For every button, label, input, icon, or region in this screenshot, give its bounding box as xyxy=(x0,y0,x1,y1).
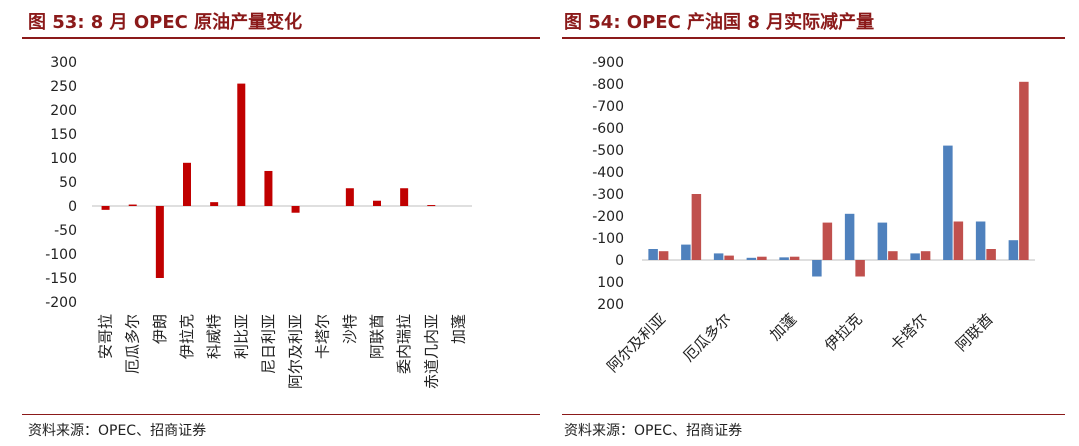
left-chart-title: 图 53: 8 月 OPEC 原油产量变化 xyxy=(28,12,303,33)
bar-series-2 xyxy=(888,251,898,260)
left-source-note: 资料来源：OPEC、招商证券 xyxy=(28,423,207,439)
right-title-rule xyxy=(562,37,1065,39)
right-source-rule xyxy=(562,414,1065,415)
y-tick-label: -200 xyxy=(45,295,77,311)
y-tick-label: 250 xyxy=(50,79,77,95)
y-tick-label: 0 xyxy=(68,199,77,215)
y-tick-label: -600 xyxy=(592,121,624,137)
right-chart-title: 图 54: OPEC 产油国 8 月实际减产量 xyxy=(564,12,875,33)
bar xyxy=(400,188,409,206)
bar-series-1 xyxy=(877,222,888,260)
x-category-label: 阿联酋 xyxy=(952,310,997,355)
y-tick-label: -500 xyxy=(592,143,624,159)
bar-series-1 xyxy=(746,257,757,260)
bar-series-2 xyxy=(757,256,767,260)
x-category-label: 阿联酋 xyxy=(368,314,386,359)
bar-series-2 xyxy=(1019,81,1029,260)
y-tick-label: -100 xyxy=(45,247,77,263)
bar-series-1 xyxy=(681,244,691,260)
left-title-rule xyxy=(22,37,540,39)
bar-series-1 xyxy=(910,253,920,260)
bar xyxy=(291,206,300,213)
right-chart-panel: 图 54: OPEC 产油国 8 月实际减产量 -900 -800 -700 -600… xyxy=(562,0,1079,446)
bar xyxy=(264,170,273,206)
y-tick-label: -150 xyxy=(45,271,77,287)
bar-series-2 xyxy=(953,221,964,260)
left-source-rule xyxy=(22,414,540,415)
bar-series-1 xyxy=(713,253,724,260)
bar xyxy=(101,206,110,210)
x-category-label: 厄瓜多尔 xyxy=(124,314,142,374)
y-tick-label: 200 xyxy=(50,103,77,119)
right-bar-chart: -900 -800 -700 -600 -500 -400 -300 -200 -100 0 100… xyxy=(592,55,1035,376)
bar-series-1 xyxy=(648,249,658,260)
x-category-label: 利比亚 xyxy=(232,314,250,359)
bar-series-2 xyxy=(724,255,734,260)
y-tick-label: -100 xyxy=(592,231,624,247)
x-category-label: 加蓬 xyxy=(766,310,800,344)
bar-series-2 xyxy=(658,251,669,260)
left-bar-chart: 300 250 200 150 100 50 0 -50 -100 -150 -200 安哥拉 厄瓜多尔… xyxy=(45,55,472,389)
right-source-note: 资料来源：OPEC、招商证券 xyxy=(564,423,743,439)
y-tick-label: -700 xyxy=(592,99,624,115)
bar-series-2 xyxy=(789,256,800,260)
bar-series-2 xyxy=(986,249,996,260)
x-category-label: 尼日利亚 xyxy=(259,314,277,374)
y-tick-label: -200 xyxy=(592,209,624,225)
x-category-label: 伊朗 xyxy=(151,314,169,344)
bar xyxy=(128,204,137,206)
y-tick-label: 50 xyxy=(59,175,77,191)
bar-series-1 xyxy=(1008,240,1019,260)
x-category-label: 加蓬 xyxy=(449,314,467,344)
x-category-label: 沙特 xyxy=(341,314,359,344)
bar xyxy=(183,162,191,206)
bar xyxy=(210,202,219,206)
x-category-label: 阿尔及利亚 xyxy=(603,310,669,376)
bar xyxy=(155,206,164,278)
bar-series-1 xyxy=(844,213,855,260)
y-tick-label: 150 xyxy=(50,127,77,143)
y-tick-label: 300 xyxy=(50,55,77,71)
y-tick-label: -300 xyxy=(592,187,624,203)
y-tick-label: -50 xyxy=(54,223,77,239)
bar-series-2 xyxy=(691,194,702,260)
bar-series-2 xyxy=(855,260,865,277)
bar xyxy=(237,83,246,206)
x-category-label: 伊拉克 xyxy=(178,314,196,359)
y-tick-label: 100 xyxy=(597,275,624,291)
x-category-label: 伊拉克 xyxy=(821,310,866,355)
x-category-label: 卡塔尔 xyxy=(314,314,332,359)
x-category-label: 委内瑞拉 xyxy=(395,314,413,374)
x-category-label: 阿尔及利亚 xyxy=(287,314,305,389)
y-tick-label: -800 xyxy=(592,77,624,93)
bar-series-2 xyxy=(920,251,931,260)
bar-series-2 xyxy=(822,222,833,260)
x-category-label: 赤道几内亚 xyxy=(422,314,440,389)
bar xyxy=(373,200,381,206)
x-category-label: 科威特 xyxy=(205,314,223,359)
x-category-label: 安哥拉 xyxy=(97,314,115,359)
bar-series-1 xyxy=(812,260,822,277)
left-chart-panel: 图 53: 8 月 OPEC 原油产量变化 300 250 200 150 100 50 0… xyxy=(22,12,540,439)
bar-series-1 xyxy=(975,221,986,260)
y-tick-label: 200 xyxy=(597,297,624,313)
x-category-label: 厄瓜多尔 xyxy=(680,310,735,365)
y-tick-label: -400 xyxy=(592,165,624,181)
x-category-label: 卡塔尔 xyxy=(887,310,932,355)
y-tick-label: -900 xyxy=(592,55,624,71)
bar-series-1 xyxy=(779,257,789,260)
y-tick-label: 0 xyxy=(615,253,624,269)
bar-series-1 xyxy=(943,145,953,260)
bar xyxy=(345,188,354,206)
bar xyxy=(427,205,436,207)
y-tick-label: 100 xyxy=(50,151,77,167)
